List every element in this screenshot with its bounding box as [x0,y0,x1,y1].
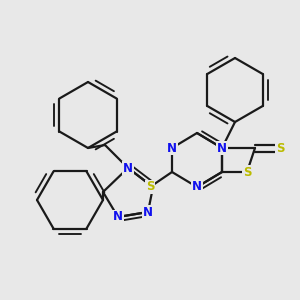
Text: N: N [192,181,202,194]
Text: N: N [167,142,177,154]
Text: N: N [143,206,153,218]
Text: N: N [123,161,133,175]
Text: N: N [113,211,123,224]
Text: N: N [217,142,227,154]
Text: S: S [146,181,154,194]
Text: S: S [276,142,284,154]
Text: S: S [243,166,251,178]
